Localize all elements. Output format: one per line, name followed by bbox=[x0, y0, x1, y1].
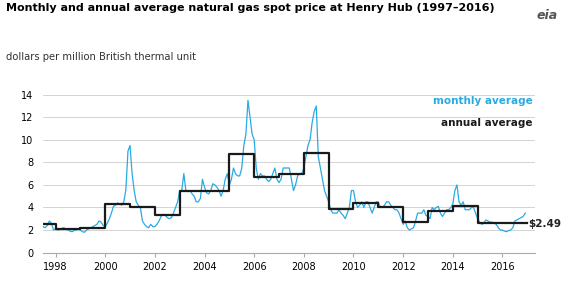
Text: annual average: annual average bbox=[441, 118, 532, 128]
Text: eia: eia bbox=[536, 9, 558, 22]
Text: dollars per million British thermal unit: dollars per million British thermal unit bbox=[6, 52, 196, 62]
Text: monthly average: monthly average bbox=[432, 96, 532, 106]
Text: $2.49: $2.49 bbox=[528, 220, 562, 230]
Text: Monthly and annual average natural gas spot price at Henry Hub (1997–2016): Monthly and annual average natural gas s… bbox=[6, 3, 494, 13]
